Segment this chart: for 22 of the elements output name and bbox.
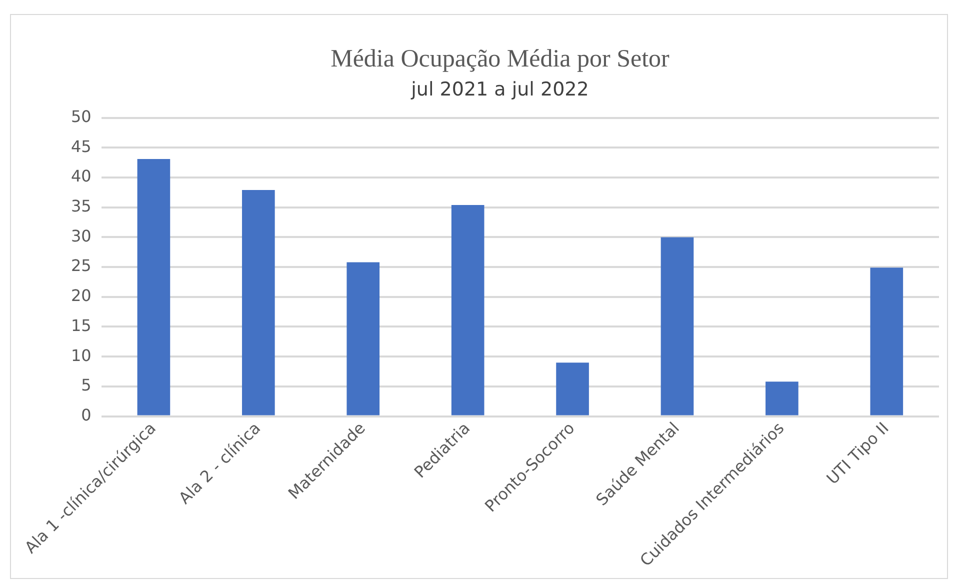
bar [242, 190, 275, 416]
y-tick-label: 35 [71, 196, 92, 216]
y-tick-label: 50 [71, 106, 92, 126]
bar [766, 382, 798, 416]
y-tick-label: 45 [71, 136, 92, 156]
y-tick-label: 5 [81, 376, 92, 395]
y-tick-label: 0 [81, 405, 92, 424]
bar [660, 237, 694, 416]
chart-title: Média Ocupação Média por Setor [330, 46, 670, 73]
x-tick-label: UTI Tipo II [822, 418, 892, 488]
bar [451, 204, 484, 416]
y-tick-label: 40 [71, 166, 92, 186]
y-tick-label: 30 [71, 226, 92, 246]
y-tick-label: 10 [71, 346, 92, 365]
y-tick-label: 15 [71, 316, 92, 335]
y-tick-label: 25 [71, 256, 92, 276]
bar [137, 158, 170, 416]
chart-subtitle: jul 2021 a jul 2022 [410, 78, 589, 100]
bar [556, 362, 589, 416]
y-tick-label: 20 [71, 286, 92, 306]
bar [346, 262, 380, 416]
bar [870, 268, 904, 416]
